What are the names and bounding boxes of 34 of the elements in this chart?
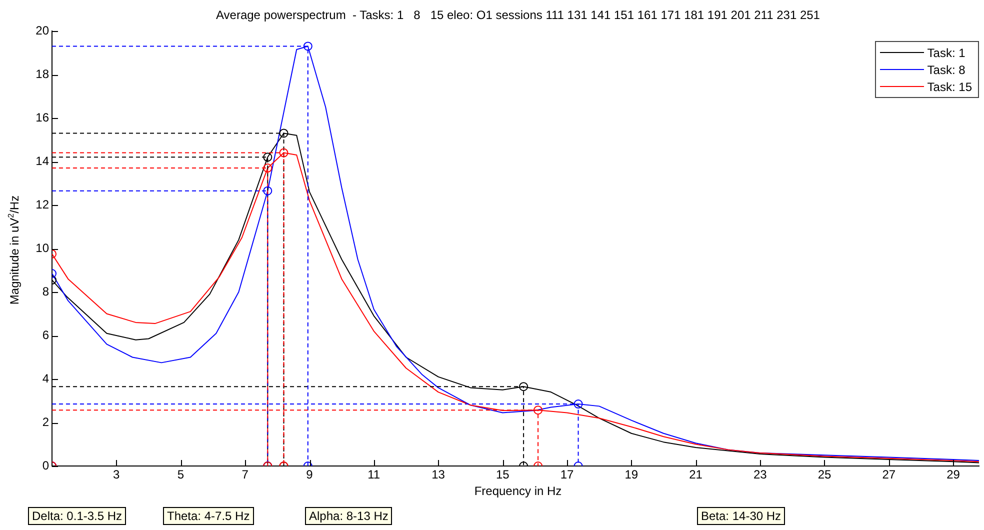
y-tick-label: 20 (36, 23, 50, 38)
x-tick-label: 13 (432, 468, 446, 482)
x-axis-title: Frequency in Hz (473, 484, 563, 498)
x-tick-label: 11 (368, 468, 380, 482)
x-tick-label: 9 (306, 468, 314, 482)
legend-label: Task: 15 (927, 80, 972, 94)
y-tick-label: 14 (36, 154, 50, 168)
text: Delta: 0.1-3.5 Hz (28, 507, 126, 525)
y-tick-label: 16 (36, 110, 50, 124)
x-tick-label: 3 (113, 468, 120, 482)
x-tick-label: 7 (242, 468, 249, 482)
text: Alpha: 8-13 Hz (305, 507, 392, 525)
x-tick-label: 23 (753, 468, 768, 482)
y-tick-label: 2 (42, 414, 50, 429)
legend-label: Task: 1 (927, 46, 966, 60)
x-tick-label: 29 (946, 468, 960, 482)
x-tick-label: 5 (177, 468, 184, 482)
text: Theta: 4-7.5 Hz (163, 507, 254, 525)
y-tick-label: 18 (36, 66, 50, 81)
x-tick-label: 15 (496, 468, 510, 482)
x-tick-label: 25 (818, 468, 832, 482)
x-tick-label: 19 (624, 468, 638, 482)
legend-label: Task: 8 (927, 62, 966, 76)
y-tick-label: 8 (42, 284, 50, 298)
chart-title: Average powerspectrum - Tasks: 1 8 15 eleo: O1 sessions 111 131 141 151 161 171 181 191 201 211 231 251 (215, 8, 821, 22)
x-tick-label: 21 (689, 468, 703, 482)
y-tick-label: 0 (42, 458, 50, 472)
y-tick-label: 10 (36, 240, 50, 255)
y-tick-label: 4 (42, 371, 50, 386)
text: Beta: 14-30 Hz (697, 507, 786, 525)
y-tick-label: 12 (36, 197, 50, 212)
x-tick-label: 17 (560, 468, 574, 482)
x-tick-label: 27 (882, 468, 896, 482)
y-tick-label: 6 (42, 328, 50, 342)
